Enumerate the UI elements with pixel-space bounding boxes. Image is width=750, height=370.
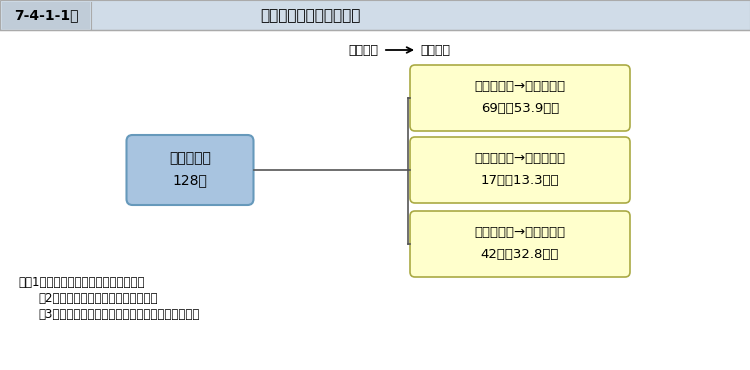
Text: 128人: 128人 bbox=[172, 173, 208, 187]
Text: （再度）: （再度） bbox=[420, 44, 450, 57]
Text: （初度）: （初度） bbox=[348, 44, 378, 57]
FancyBboxPatch shape bbox=[410, 65, 630, 131]
Text: 69人（53.9％）: 69人（53.9％） bbox=[481, 102, 559, 115]
Text: 7-4-1-1図: 7-4-1-1図 bbox=[13, 9, 78, 23]
Text: 3　殺人再犯者は，男子のみを対象としている。: 3 殺人再犯者は，男子のみを対象としている。 bbox=[38, 307, 200, 320]
Text: 既遂事犯　→　未遂事犯: 既遂事犯 → 未遂事犯 bbox=[475, 152, 566, 165]
FancyBboxPatch shape bbox=[410, 211, 630, 277]
Text: 殺人再犯者の事犯別人員: 殺人再犯者の事犯別人員 bbox=[260, 8, 360, 23]
Text: 未遂事犯　→　既遂事犯: 未遂事犯 → 既遂事犯 bbox=[475, 226, 566, 239]
FancyBboxPatch shape bbox=[410, 137, 630, 203]
Text: 既遂事犯　→　既遂事犯: 既遂事犯 → 既遂事犯 bbox=[475, 81, 566, 94]
Text: 殺人再犯者: 殺人再犯者 bbox=[169, 151, 211, 165]
Text: 17人（13.3％）: 17人（13.3％） bbox=[481, 175, 560, 188]
FancyBboxPatch shape bbox=[2, 2, 90, 29]
Text: 42人（32.8％）: 42人（32.8％） bbox=[481, 249, 560, 262]
Text: 注　1　法務総合研究所の調査による。: 注 1 法務総合研究所の調査による。 bbox=[18, 276, 145, 289]
FancyBboxPatch shape bbox=[127, 135, 254, 205]
FancyBboxPatch shape bbox=[0, 0, 750, 30]
Text: 2　「殺人」は，強盗殺人を含む。: 2 「殺人」は，強盗殺人を含む。 bbox=[38, 292, 158, 305]
